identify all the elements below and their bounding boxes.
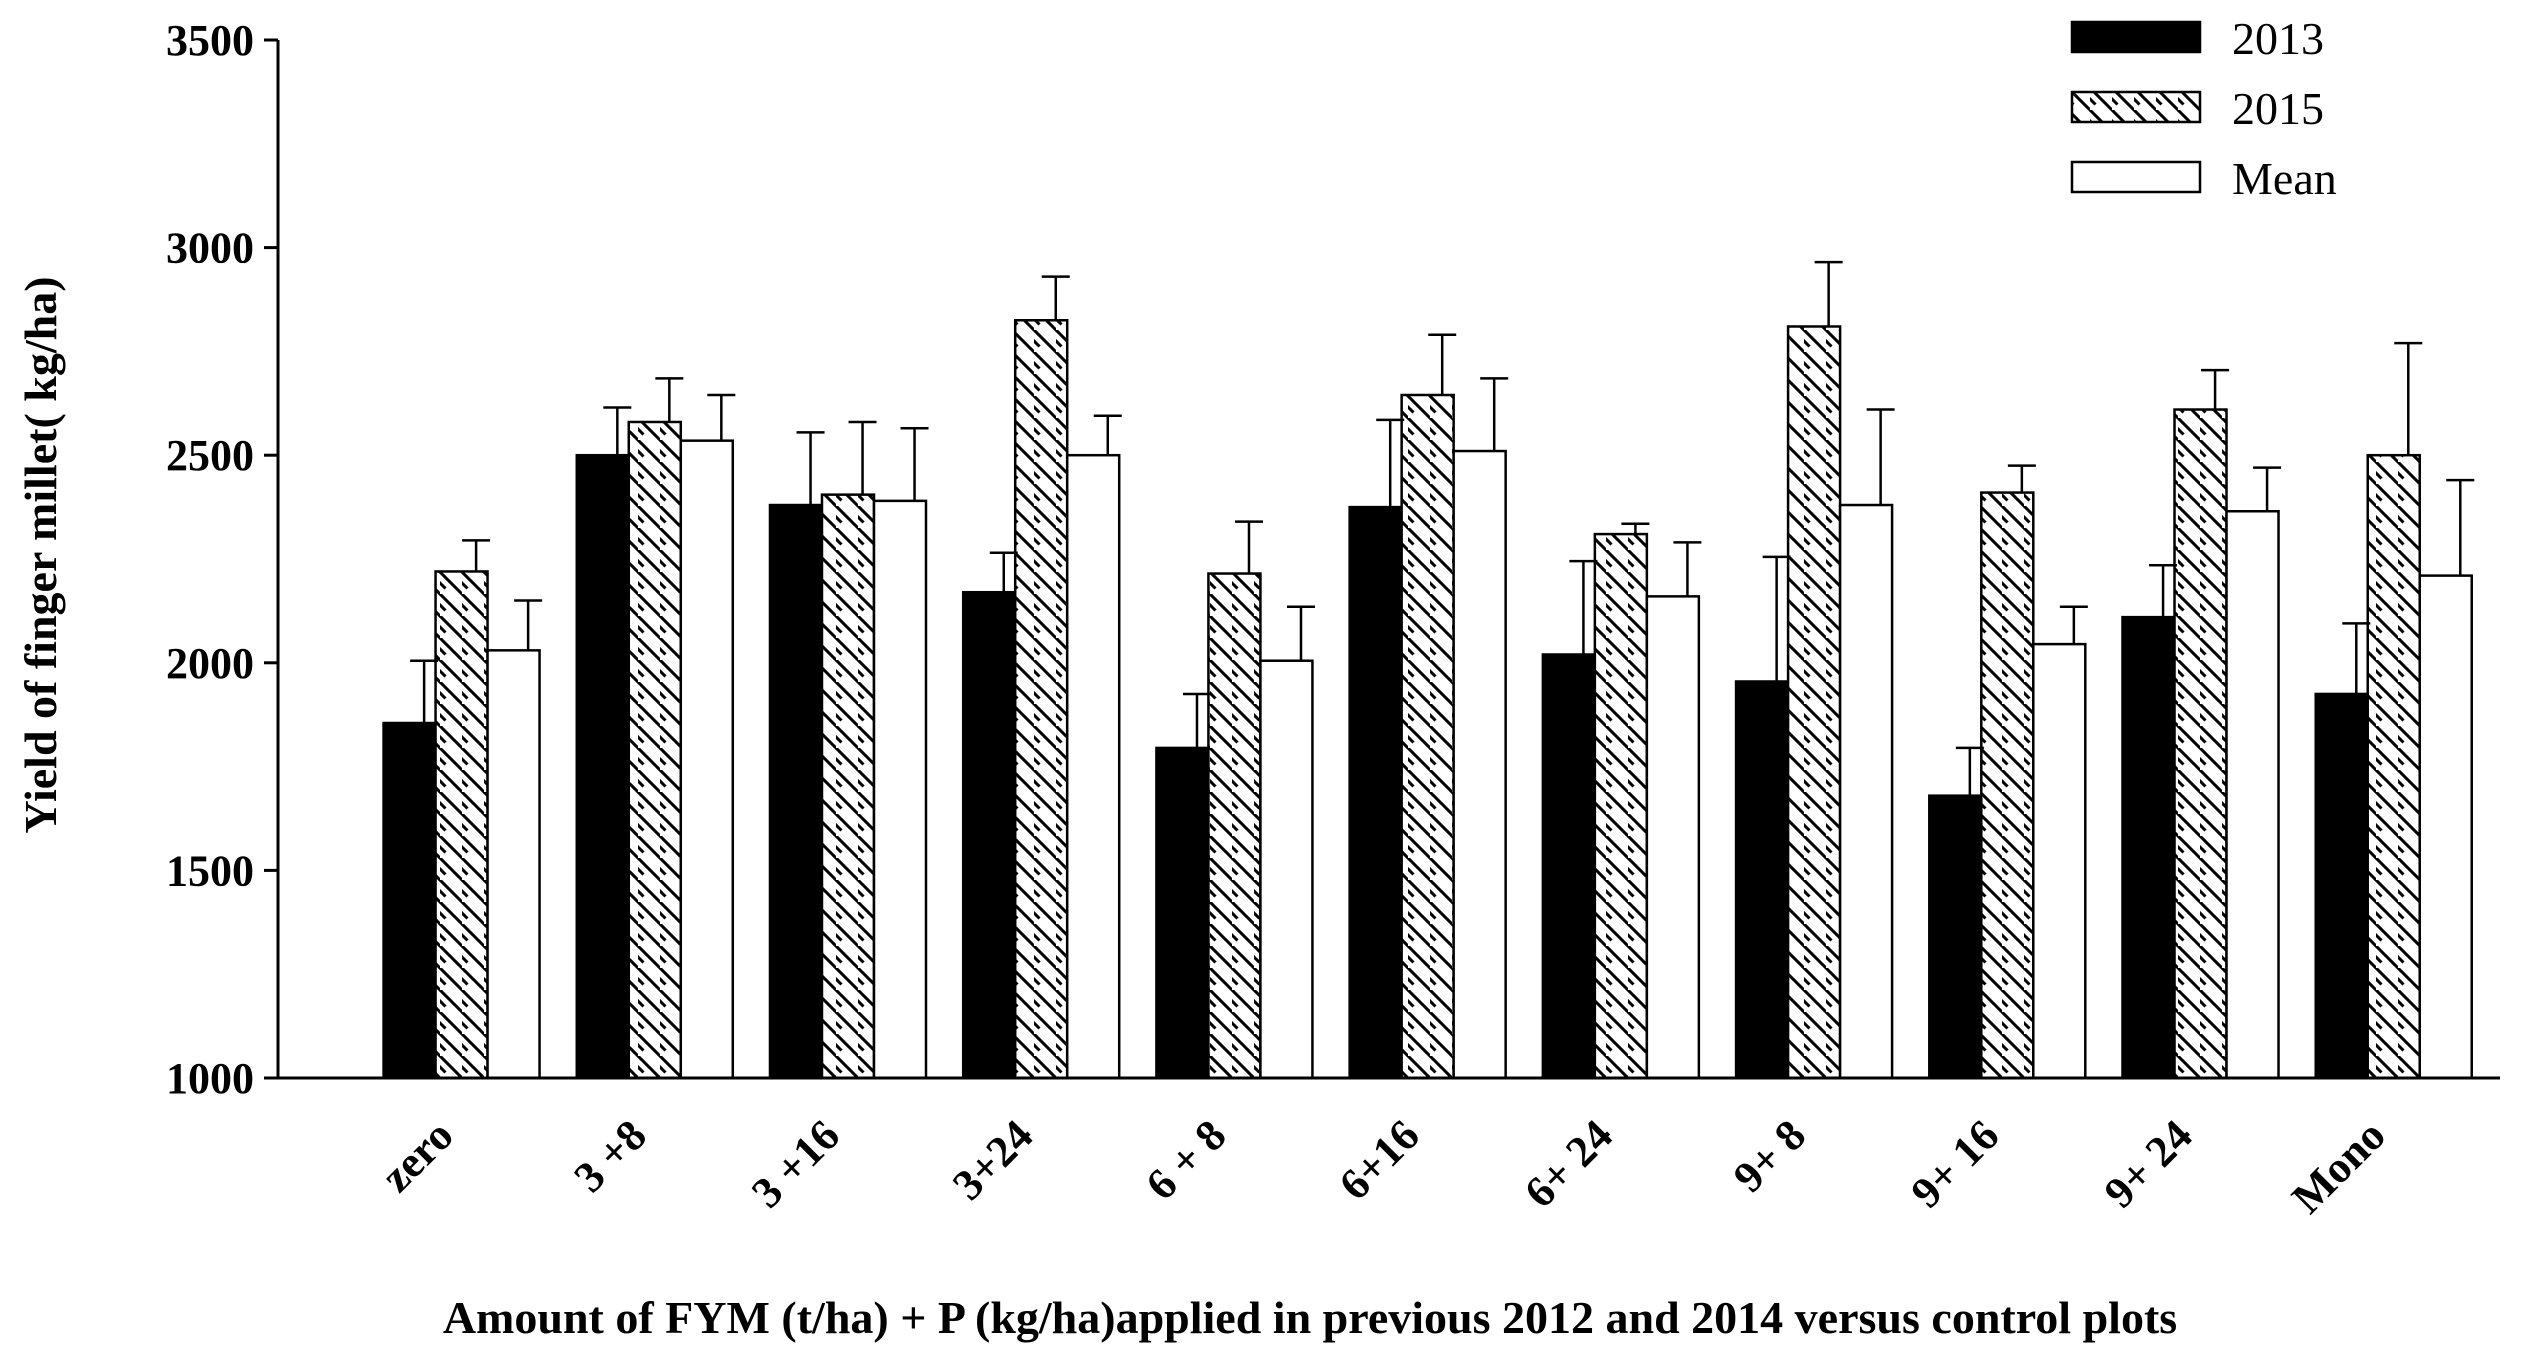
- bar-mean-9: [2225, 510, 2280, 1080]
- bar-2013-4: [1155, 746, 1210, 1080]
- bar-2015-0: [434, 570, 489, 1080]
- y-tick-label: 2500: [166, 431, 254, 480]
- x-tick-label: 3+24: [943, 1110, 1042, 1209]
- bar-2015-4: [1207, 572, 1262, 1080]
- bar-mean-3: [1065, 453, 1121, 1080]
- bar-mean-5: [1452, 449, 1507, 1080]
- bar-mean-8: [2032, 642, 2087, 1080]
- bar-2013-5: [1348, 505, 1403, 1080]
- x-tick-label: 6 + 8: [1136, 1110, 1235, 1209]
- x-tick-label: 6+ 24: [1515, 1110, 1622, 1217]
- bar-2013-3: [961, 590, 1017, 1080]
- bar-mean-0: [486, 649, 541, 1080]
- x-axis-title: Amount of FYM (t/ha) + P (kg/ha)applied …: [443, 1292, 2177, 1343]
- bar-2013-6: [1541, 653, 1597, 1080]
- bar-mean-7: [1838, 503, 1894, 1080]
- bar-2015-5: [1400, 393, 1455, 1080]
- legend-label-mean: Mean: [2232, 153, 2337, 204]
- y-tick-label: 3000: [166, 224, 254, 273]
- x-tick-label: 9+ 24: [2095, 1110, 2202, 1217]
- bar-2013-8: [1928, 794, 1983, 1080]
- bar-mean-10: [2418, 574, 2473, 1080]
- bar-mean-1: [679, 439, 735, 1080]
- y-axis-title: Yield of finger millet( kg/ha): [15, 276, 66, 833]
- bar-mean-6: [1645, 595, 1701, 1080]
- bar-2013-10: [2314, 692, 2369, 1080]
- x-tick-label: 9+ 16: [1902, 1110, 2009, 1217]
- bar-2015-1: [627, 420, 683, 1080]
- bar-2015-3: [1013, 319, 1069, 1080]
- bar-2013-9: [2121, 615, 2176, 1080]
- bar-2015-7: [1786, 325, 1842, 1080]
- legend-label-2013: 2013: [2232, 13, 2324, 64]
- bar-2015-8: [1980, 491, 2035, 1080]
- bars-layer: [382, 319, 2473, 1080]
- bar-2013-1: [575, 453, 631, 1080]
- y-tick-label: 2000: [166, 639, 254, 688]
- y-tick-label: 1500: [166, 846, 254, 895]
- error-bars-layer: [410, 260, 2475, 796]
- bar-2015-2: [820, 493, 876, 1080]
- bar-2013-0: [382, 721, 437, 1080]
- legend-label-2015: 2015: [2232, 83, 2324, 134]
- legend-swatch-2015: [2070, 90, 2202, 124]
- bar-2015-6: [1593, 532, 1649, 1080]
- bar-2013-7: [1734, 680, 1790, 1080]
- bar-mean-2: [872, 499, 928, 1080]
- x-ticks: zero 3 +8 3 +16 3+24 6 + 8 6+16 6+ 24 9+ 8 9+ 16…: [372, 1110, 2395, 1222]
- y-ticks: 1000 1500 2000 2500 3000 3500: [166, 16, 278, 1103]
- legend-swatch-2013: [2070, 20, 2202, 54]
- x-tick-label: Mono: [2282, 1110, 2394, 1222]
- legend: 2013 2015 Mean: [2070, 13, 2337, 204]
- x-tick-label: 3 +16: [742, 1110, 849, 1217]
- x-tick-label: 3 +8: [565, 1110, 656, 1201]
- x-tick-label: 9+ 8: [1724, 1110, 1815, 1201]
- y-tick-label: 1000: [166, 1054, 254, 1103]
- bar-2015-9: [2173, 408, 2228, 1080]
- x-tick-label: zero: [372, 1110, 463, 1201]
- bar-2013-2: [768, 503, 824, 1080]
- legend-swatch-mean: [2070, 160, 2202, 194]
- bar-2015-10: [2366, 453, 2421, 1080]
- x-tick-label: 6+16: [1330, 1110, 1429, 1209]
- y-tick-label: 3500: [166, 16, 254, 65]
- bar-mean-4: [1259, 659, 1314, 1080]
